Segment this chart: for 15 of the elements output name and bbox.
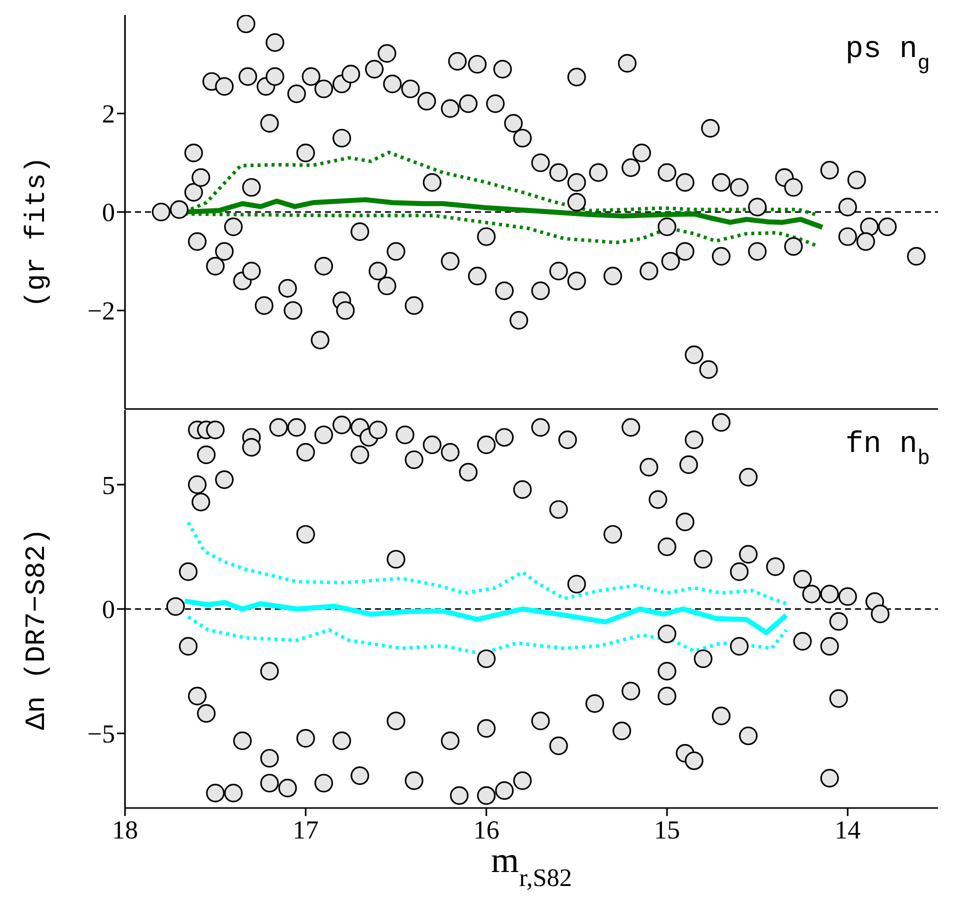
y-tick-label: 5	[102, 470, 115, 500]
y-axis-title: Δn (DR7−S82)	[22, 528, 53, 730]
line-series	[186, 520, 788, 606]
y-axis-title: (gr fits)	[22, 156, 53, 308]
y-tick-label: 2	[102, 100, 115, 129]
annotation: ps n$_{g}$	[845, 33, 930, 76]
x-tick-label: 18	[112, 815, 138, 844]
x-tick-label: 14	[834, 815, 861, 844]
y-tick-label: 0	[102, 595, 115, 624]
y-tick-label: −5	[87, 720, 115, 749]
x-tick-label: 17	[292, 815, 319, 844]
y-tick-label: −2	[87, 296, 115, 326]
annotation: fn n$_{b}$	[845, 428, 930, 470]
x-tick-label: 15	[654, 815, 680, 844]
y-tick-label: 0	[102, 198, 115, 228]
